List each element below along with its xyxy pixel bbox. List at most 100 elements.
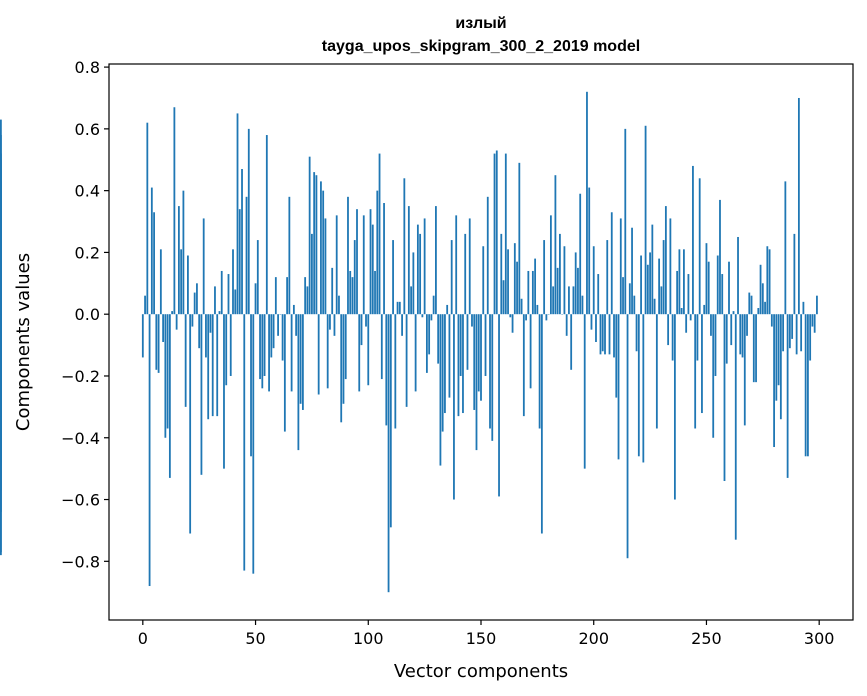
bar bbox=[403, 178, 406, 315]
bar bbox=[351, 277, 354, 315]
bar bbox=[387, 314, 390, 593]
bar bbox=[683, 249, 685, 315]
bar bbox=[164, 314, 167, 438]
bar bbox=[782, 314, 785, 352]
bar bbox=[779, 314, 782, 420]
bar bbox=[214, 286, 216, 315]
bar bbox=[229, 314, 232, 376]
bar bbox=[549, 215, 552, 315]
bar bbox=[804, 314, 807, 457]
bar bbox=[556, 267, 559, 315]
bar bbox=[583, 314, 586, 469]
bar bbox=[141, 314, 144, 358]
x-tick-label: 200 bbox=[578, 629, 609, 648]
bar bbox=[640, 255, 642, 315]
bar bbox=[653, 298, 656, 315]
bar bbox=[412, 252, 415, 315]
bar bbox=[459, 314, 462, 376]
bar bbox=[788, 314, 791, 349]
bar bbox=[173, 107, 176, 315]
bar bbox=[380, 314, 383, 380]
bar bbox=[631, 227, 633, 315]
bar bbox=[671, 314, 674, 361]
bar bbox=[437, 314, 440, 364]
bar bbox=[448, 314, 451, 398]
bar bbox=[743, 314, 746, 426]
bar bbox=[207, 314, 210, 420]
bar bbox=[498, 314, 500, 497]
bar bbox=[389, 314, 392, 528]
bar bbox=[592, 246, 595, 315]
bar bbox=[416, 224, 419, 315]
bar bbox=[398, 301, 401, 315]
bar bbox=[256, 240, 259, 315]
bar bbox=[238, 209, 241, 315]
chart-title: излый bbox=[455, 15, 506, 32]
bar bbox=[737, 236, 739, 315]
bar bbox=[320, 181, 322, 315]
bar bbox=[495, 150, 498, 315]
bar bbox=[211, 314, 214, 417]
bar bbox=[265, 135, 268, 315]
bar bbox=[340, 314, 343, 423]
bar bbox=[446, 304, 449, 315]
bar bbox=[784, 181, 787, 315]
bar bbox=[430, 314, 433, 321]
bar bbox=[701, 314, 703, 414]
bar bbox=[153, 212, 155, 315]
bar bbox=[146, 122, 149, 315]
bar bbox=[714, 314, 717, 376]
bar bbox=[0, 314, 2, 333]
bar bbox=[644, 125, 647, 315]
bar bbox=[601, 314, 604, 352]
bar bbox=[277, 314, 279, 336]
bar bbox=[635, 314, 638, 352]
y-tick-label: 0.0 bbox=[75, 305, 100, 324]
bar bbox=[511, 314, 514, 333]
bar bbox=[155, 314, 158, 370]
bar bbox=[586, 91, 588, 315]
bar bbox=[527, 270, 530, 315]
bar bbox=[301, 314, 304, 410]
bar bbox=[394, 314, 397, 429]
bar bbox=[453, 314, 455, 500]
bar bbox=[432, 295, 435, 315]
bar bbox=[667, 314, 670, 346]
bar bbox=[775, 314, 778, 401]
bar bbox=[148, 314, 151, 587]
bar bbox=[283, 314, 286, 432]
x-tick-label: 100 bbox=[353, 629, 384, 648]
bar bbox=[471, 314, 473, 327]
bar bbox=[626, 314, 629, 559]
bar bbox=[245, 196, 248, 315]
bar bbox=[536, 304, 539, 315]
bar bbox=[685, 314, 688, 333]
bar bbox=[347, 196, 349, 315]
bar bbox=[687, 274, 690, 315]
bar bbox=[658, 258, 661, 315]
bar bbox=[250, 314, 252, 457]
bar bbox=[315, 175, 318, 315]
bar bbox=[642, 314, 645, 463]
bar bbox=[748, 292, 751, 315]
bar bbox=[299, 314, 302, 404]
bar bbox=[349, 270, 352, 315]
bar bbox=[577, 267, 579, 315]
bar bbox=[344, 314, 347, 380]
y-axis-label: Components values bbox=[13, 253, 34, 431]
bar bbox=[259, 314, 261, 380]
bar bbox=[205, 314, 207, 358]
bar bbox=[166, 314, 169, 429]
bar bbox=[335, 215, 338, 315]
bar bbox=[218, 311, 221, 315]
bar bbox=[723, 314, 726, 481]
bar bbox=[356, 209, 358, 315]
bar bbox=[680, 308, 683, 315]
bar bbox=[480, 314, 482, 401]
bar bbox=[274, 277, 277, 315]
bar bbox=[712, 314, 715, 438]
bar bbox=[421, 314, 424, 318]
bar bbox=[177, 206, 180, 315]
bar bbox=[746, 314, 748, 336]
